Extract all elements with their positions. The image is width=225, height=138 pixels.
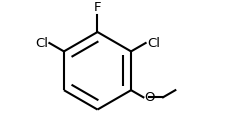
Text: Cl: Cl (35, 36, 48, 50)
Text: O: O (143, 91, 154, 104)
Text: Cl: Cl (146, 36, 159, 50)
Text: F: F (93, 1, 101, 14)
